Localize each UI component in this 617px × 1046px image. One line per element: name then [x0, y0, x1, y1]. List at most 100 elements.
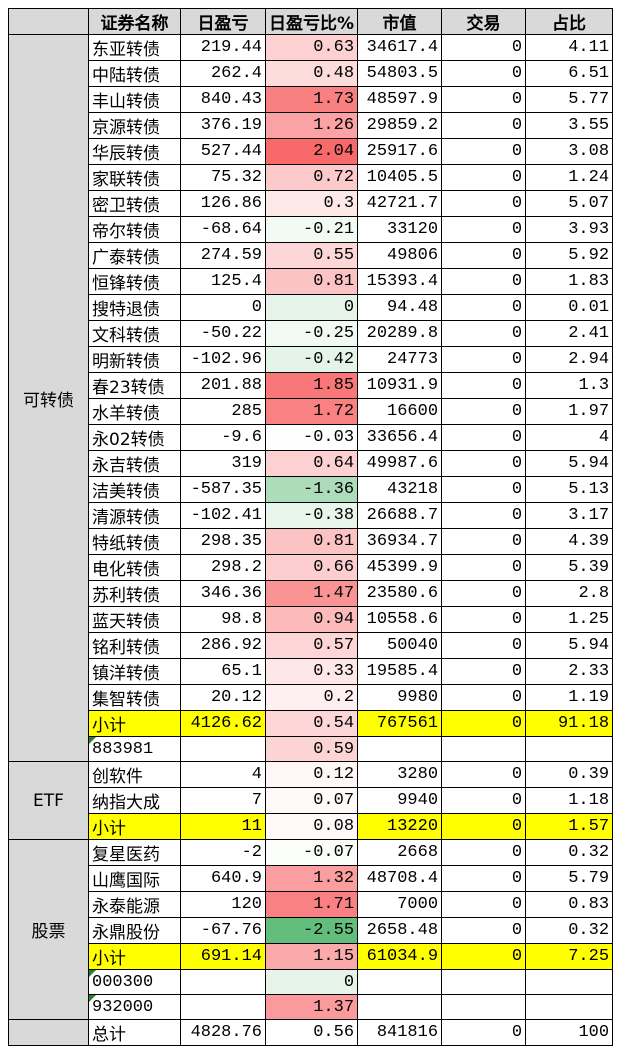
cell-share[interactable]: 5.94 — [525, 632, 614, 659]
cell-market-value[interactable]: 49987.6 — [357, 450, 443, 477]
cell-pnl[interactable]: 4828.76 — [180, 1019, 266, 1046]
cell-pnl[interactable]: 98.8 — [180, 606, 266, 633]
cell-pnl[interactable]: 4 — [180, 761, 266, 788]
cell-market-value[interactable] — [357, 736, 443, 762]
cell-market-value[interactable]: 2668 — [357, 839, 443, 866]
cell-pnl[interactable]: 298.35 — [180, 528, 266, 555]
header-market-value[interactable]: 市值 — [357, 8, 443, 35]
cell-share[interactable]: 2.41 — [525, 320, 614, 347]
cell-pnl[interactable]: -102.96 — [180, 346, 266, 373]
cell-market-value[interactable]: 50040 — [357, 632, 443, 659]
cell-share[interactable]: 3.55 — [525, 112, 614, 139]
cell-trade[interactable]: 0 — [441, 554, 527, 581]
cell-pnl-pct[interactable]: 0.94 — [264, 606, 359, 633]
cell-trade[interactable] — [441, 969, 527, 995]
cell-pnl-pct[interactable]: 2.04 — [264, 138, 359, 165]
cell-pnl[interactable]: -50.22 — [180, 320, 266, 347]
cell-share[interactable]: 4.39 — [525, 528, 614, 555]
cell-pnl[interactable]: 640.9 — [180, 865, 266, 892]
cell-pnl[interactable]: 274.59 — [180, 242, 266, 269]
cell-pnl[interactable] — [180, 969, 266, 995]
cell-market-value[interactable]: 10405.5 — [357, 164, 443, 191]
cell-market-value[interactable]: 15393.4 — [357, 268, 443, 295]
cell-share[interactable]: 4.11 — [525, 34, 614, 61]
cell-pnl[interactable]: 75.32 — [180, 164, 266, 191]
cell-market-value[interactable] — [357, 969, 443, 995]
cell-pnl[interactable]: 262.4 — [180, 60, 266, 87]
cell-share[interactable]: 3.08 — [525, 138, 614, 165]
cell-market-value[interactable]: 34617.4 — [357, 34, 443, 61]
cell-pnl[interactable]: 0 — [180, 294, 266, 321]
cell-name[interactable]: 小计 — [88, 710, 181, 737]
cell-market-value[interactable]: 10931.9 — [357, 372, 443, 399]
cell-trade[interactable]: 0 — [441, 60, 527, 87]
cell-pnl-pct[interactable]: 0.48 — [264, 60, 359, 87]
cell-trade[interactable]: 0 — [441, 710, 527, 737]
cell-pnl[interactable]: -68.64 — [180, 216, 266, 243]
cell-pnl-pct[interactable]: 1.47 — [264, 580, 359, 607]
cell-trade[interactable]: 0 — [441, 865, 527, 892]
cell-share[interactable]: 1.83 — [525, 268, 614, 295]
cell-name[interactable]: 京源转债 — [88, 112, 181, 139]
cell-trade[interactable]: 0 — [441, 606, 527, 633]
cell-name[interactable]: 丰山转债 — [88, 86, 181, 113]
cell-market-value[interactable]: 45399.9 — [357, 554, 443, 581]
cell-name[interactable]: 永吉转债 — [88, 450, 181, 477]
cell-pnl-pct[interactable]: -0.21 — [264, 216, 359, 243]
cell-trade[interactable]: 0 — [441, 813, 527, 840]
cell-market-value[interactable]: 42721.7 — [357, 190, 443, 217]
cell-pnl-pct[interactable]: 1.26 — [264, 112, 359, 139]
cell-name[interactable]: 明新转债 — [88, 346, 181, 373]
cell-pnl[interactable]: 125.4 — [180, 268, 266, 295]
cell-share[interactable] — [525, 969, 614, 995]
cell-pnl[interactable]: 840.43 — [180, 86, 266, 113]
cell-pnl[interactable]: 376.19 — [180, 112, 266, 139]
cell-market-value[interactable]: 2658.48 — [357, 917, 443, 944]
cell-trade[interactable]: 0 — [441, 580, 527, 607]
cell-trade[interactable]: 0 — [441, 346, 527, 373]
cell-trade[interactable]: 0 — [441, 372, 527, 399]
cell-name[interactable]: 总计 — [88, 1019, 181, 1046]
header-pnl[interactable]: 日盈亏 — [180, 8, 266, 35]
cell-pnl-pct[interactable]: 1.73 — [264, 86, 359, 113]
cell-market-value[interactable]: 20289.8 — [357, 320, 443, 347]
cell-market-value[interactable]: 33120 — [357, 216, 443, 243]
cell-pnl-pct[interactable]: 0 — [264, 294, 359, 321]
cell-pnl[interactable]: 120 — [180, 891, 266, 918]
cell-pnl[interactable]: 527.44 — [180, 138, 266, 165]
cell-market-value[interactable]: 16600 — [357, 398, 443, 425]
cell-pnl[interactable]: 126.86 — [180, 190, 266, 217]
cell-trade[interactable]: 0 — [441, 320, 527, 347]
cell-name[interactable]: 蓝天转债 — [88, 606, 181, 633]
cell-pnl-pct[interactable]: 1.71 — [264, 891, 359, 918]
cell-pnl-pct[interactable]: 0.2 — [264, 684, 359, 711]
cell-share[interactable]: 2.33 — [525, 658, 614, 685]
cell-pnl[interactable]: 298.2 — [180, 554, 266, 581]
cell-pnl[interactable]: 65.1 — [180, 658, 266, 685]
cell-trade[interactable]: 0 — [441, 138, 527, 165]
cell-market-value[interactable]: 94.48 — [357, 294, 443, 321]
cell-name[interactable]: 山鹰国际 — [88, 865, 181, 892]
cell-pnl-pct[interactable]: 0.33 — [264, 658, 359, 685]
cell-pnl-pct[interactable]: 0.63 — [264, 34, 359, 61]
cell-trade[interactable]: 0 — [441, 761, 527, 788]
header-pnl-pct[interactable]: 日盈亏比% — [264, 8, 359, 35]
cell-trade[interactable]: 0 — [441, 502, 527, 529]
cell-share[interactable]: 2.8 — [525, 580, 614, 607]
cell-name[interactable]: 苏利转债 — [88, 580, 181, 607]
cell-name[interactable]: 镇洋转债 — [88, 658, 181, 685]
cell-pnl-pct[interactable]: -0.07 — [264, 839, 359, 866]
cell-name[interactable]: 小计 — [88, 943, 181, 970]
cell-share[interactable]: 1.24 — [525, 164, 614, 191]
cell-market-value[interactable]: 23580.6 — [357, 580, 443, 607]
cell-name[interactable]: 电化转债 — [88, 554, 181, 581]
cell-pnl-pct[interactable]: 0.3 — [264, 190, 359, 217]
cell-name[interactable]: 东亚转债 — [88, 34, 181, 61]
cell-name[interactable]: 纳指大成 — [88, 787, 181, 814]
header-share[interactable]: 占比 — [525, 8, 614, 35]
cell-trade[interactable]: 0 — [441, 112, 527, 139]
cell-trade[interactable]: 0 — [441, 1019, 527, 1046]
cell-market-value[interactable]: 7000 — [357, 891, 443, 918]
cell-pnl-pct[interactable]: 0.12 — [264, 761, 359, 788]
cell-pnl-pct[interactable]: 0.81 — [264, 268, 359, 295]
